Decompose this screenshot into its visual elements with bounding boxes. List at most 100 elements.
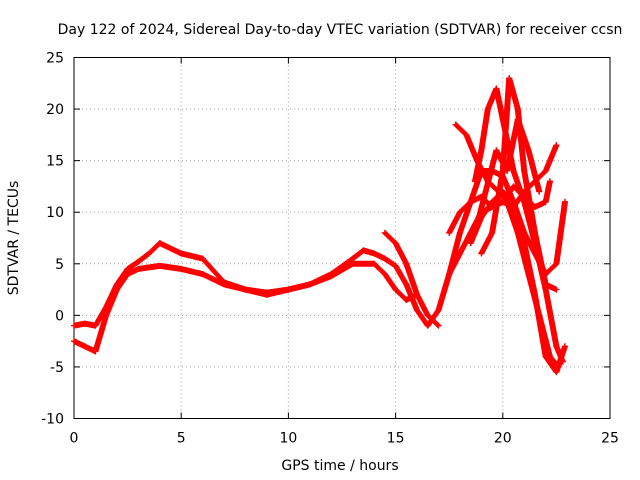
data-point	[493, 85, 500, 92]
x-tick-label: 20	[494, 431, 512, 447]
x-axis-label: GPS time / hours	[281, 458, 398, 474]
data-point	[199, 255, 206, 262]
data-point	[489, 229, 496, 236]
data-point	[553, 343, 560, 350]
data-point	[435, 307, 442, 314]
data-point	[546, 178, 553, 185]
data-point	[392, 262, 399, 269]
data-point	[135, 258, 142, 265]
data-point	[71, 338, 77, 345]
series-track-3	[381, 229, 442, 329]
data-point	[446, 229, 453, 236]
data-point	[414, 307, 421, 314]
data-point	[71, 322, 77, 329]
data-point	[285, 286, 292, 293]
series-track-7	[478, 75, 560, 293]
plot-frame	[73, 57, 611, 419]
data-point	[521, 167, 528, 174]
data-point	[103, 312, 110, 319]
data-point	[178, 250, 185, 257]
data-point	[531, 229, 538, 236]
data-point	[371, 250, 378, 257]
data-point	[484, 106, 491, 113]
data-point	[489, 198, 496, 205]
data-point	[561, 343, 568, 350]
data-point	[456, 229, 463, 236]
data-point	[542, 281, 549, 288]
data-point	[478, 147, 485, 154]
data-point	[242, 286, 249, 293]
data-point	[553, 369, 560, 376]
data-point	[542, 271, 549, 278]
series-track-10	[471, 116, 543, 236]
data-point	[514, 229, 521, 236]
data-point	[135, 265, 142, 272]
data-point	[553, 142, 560, 149]
data-point	[514, 106, 521, 113]
data-point	[424, 322, 431, 329]
data-point	[514, 116, 521, 123]
x-tick-label: 10	[279, 431, 297, 447]
data-point	[414, 291, 421, 298]
y-tick-label: 15	[46, 154, 64, 170]
data-point	[478, 250, 485, 257]
data-point	[536, 312, 543, 319]
data-point	[536, 188, 543, 195]
y-axis-label: SDTVAR / TECUs	[6, 181, 22, 296]
y-tick-label: 5	[55, 257, 64, 273]
y-tick-label: 20	[46, 102, 64, 118]
data-point	[452, 121, 459, 128]
data-point	[467, 198, 474, 205]
data-point	[525, 147, 532, 154]
data-point	[561, 198, 568, 205]
data-point	[471, 178, 478, 185]
data-point	[499, 198, 506, 205]
data-points	[71, 75, 568, 376]
data-point	[463, 131, 470, 138]
data-point	[199, 271, 206, 278]
data-point	[124, 271, 131, 278]
chart-title: Day 122 of 2024, Sidereal Day-to-day VTE…	[58, 22, 623, 38]
data-point	[521, 229, 528, 236]
data-point	[525, 271, 532, 278]
data-point	[81, 320, 88, 327]
y-tick-label: 25	[46, 51, 64, 67]
x-tick-label: 15	[387, 431, 405, 447]
data-point	[510, 183, 517, 190]
data-point	[510, 198, 517, 205]
data-point	[81, 343, 88, 350]
data-point	[471, 229, 478, 236]
data-point	[467, 240, 474, 247]
data-point	[403, 296, 410, 303]
data-point	[435, 322, 442, 329]
data-point	[542, 286, 549, 293]
data-point	[124, 265, 131, 272]
data-point	[553, 286, 560, 293]
data-point	[146, 250, 153, 257]
data-point	[559, 358, 566, 365]
data-point	[531, 250, 538, 257]
data-point	[392, 286, 399, 293]
data-point	[92, 322, 99, 329]
data-point	[92, 348, 99, 355]
y-tick-label: 0	[55, 308, 64, 324]
data-point	[371, 260, 378, 267]
y-tick-label: -10	[41, 412, 64, 428]
data-point	[482, 188, 489, 195]
data-point	[506, 75, 513, 82]
data-point	[504, 167, 511, 174]
data-point	[521, 188, 528, 195]
data-point	[381, 229, 388, 236]
data-point	[499, 188, 506, 195]
data-point	[178, 265, 185, 272]
axis-ticks: 0 5 10 15 20 25 -10 -5 0 5 10 15 20 25	[41, 51, 619, 447]
data-point	[328, 273, 335, 280]
data-point	[349, 260, 356, 267]
data-point	[542, 167, 549, 174]
data-point	[446, 271, 453, 278]
data-point	[349, 255, 356, 262]
y-tick-label: -5	[50, 360, 64, 376]
data-point	[546, 353, 553, 360]
data-point	[403, 260, 410, 267]
